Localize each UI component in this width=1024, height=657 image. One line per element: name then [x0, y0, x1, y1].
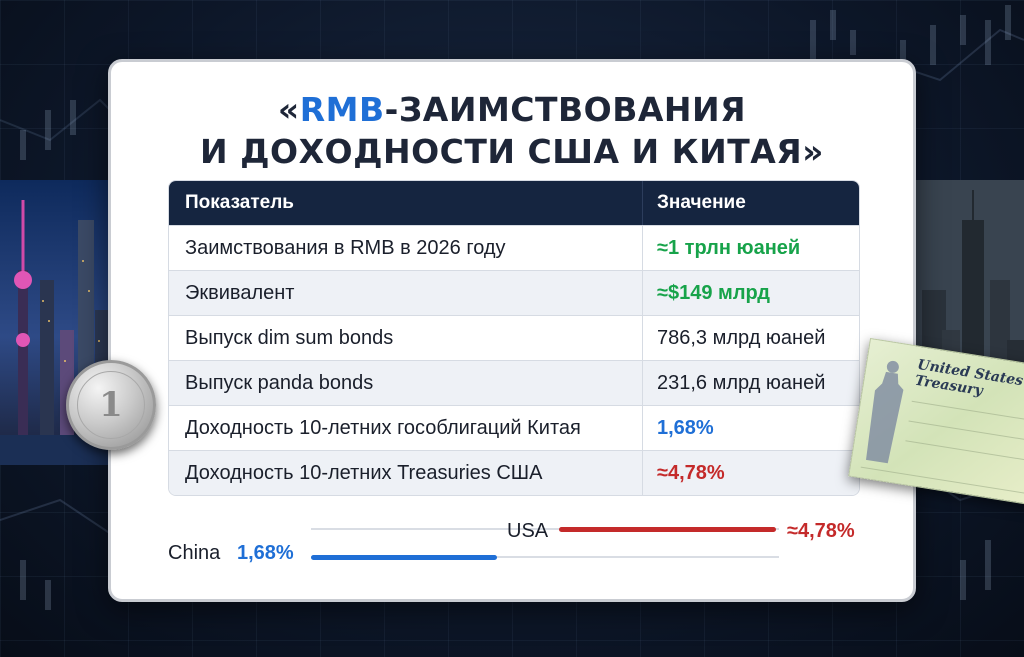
title-line1-rest: -ЗАИМСТВОВАНИЯ: [384, 90, 747, 129]
table-row: Выпуск dim sum bonds 786,3 млрд юаней: [169, 315, 859, 360]
row-label: Выпуск dim sum bonds: [169, 316, 643, 360]
row-label: Эквивалент: [169, 271, 643, 315]
yuan-coin-image: 1: [66, 360, 156, 450]
table-row: Выпуск panda bonds 231,6 млрд юаней: [169, 360, 859, 405]
shanghai-skyline-photo: [0, 180, 120, 465]
treasury-check-image: United States Treasury: [848, 338, 1024, 506]
row-label: Заимствования в RMB в 2026 году: [169, 226, 643, 270]
header-value: Значение: [657, 192, 746, 213]
row-value: 1,68%: [657, 416, 714, 439]
row-value: ≈1 трлн юаней: [657, 236, 801, 259]
title-accent: RMB: [299, 90, 385, 129]
row-value: 786,3 млрд юаней: [657, 326, 826, 349]
china-yield-bar: [311, 555, 497, 560]
table-row: Заимствования в RMB в 2026 году ≈1 трлн …: [169, 225, 859, 270]
row-value: 231,6 млрд юаней: [657, 371, 826, 394]
table-row: Доходность 10-летних гособлигаций Китая …: [169, 405, 859, 450]
coin-denomination: 1: [77, 371, 145, 439]
data-table: Показатель Значение Заимствования в RMB …: [168, 180, 860, 496]
usa-yield-bar: [559, 527, 776, 532]
row-value: ≈4,78%: [657, 461, 725, 484]
china-label: China: [168, 542, 221, 564]
title-line2: И ДОХОДНОСТИ США И КИТАЯ»: [200, 132, 824, 171]
usa-label: USA: [507, 520, 549, 542]
page-title: «RMB-ЗАИМСТВОВАНИЯ И ДОХОДНОСТИ США И КИ…: [111, 89, 913, 173]
header-indicator: Показатель: [169, 181, 643, 225]
usa-value: ≈4,78%: [787, 520, 855, 542]
usa-track: [311, 528, 779, 530]
row-value: ≈$149 млрд: [657, 281, 770, 304]
row-label: Выпуск panda bonds: [169, 361, 643, 405]
row-label: Доходность 10-летних Treasuries США: [169, 451, 643, 495]
table-row: Эквивалент ≈$149 млрд: [169, 270, 859, 315]
row-label: Доходность 10-летних гособлигаций Китая: [169, 406, 643, 450]
info-card: «RMB-ЗАИМСТВОВАНИЯ И ДОХОДНОСТИ США И КИ…: [108, 59, 916, 602]
table-header-row: Показатель Значение: [169, 181, 859, 225]
china-track: [311, 556, 779, 558]
table-row: Доходность 10-летних Treasuries США ≈4,7…: [169, 450, 859, 495]
title-prefix: «: [277, 90, 300, 129]
china-value: 1,68%: [237, 542, 294, 564]
